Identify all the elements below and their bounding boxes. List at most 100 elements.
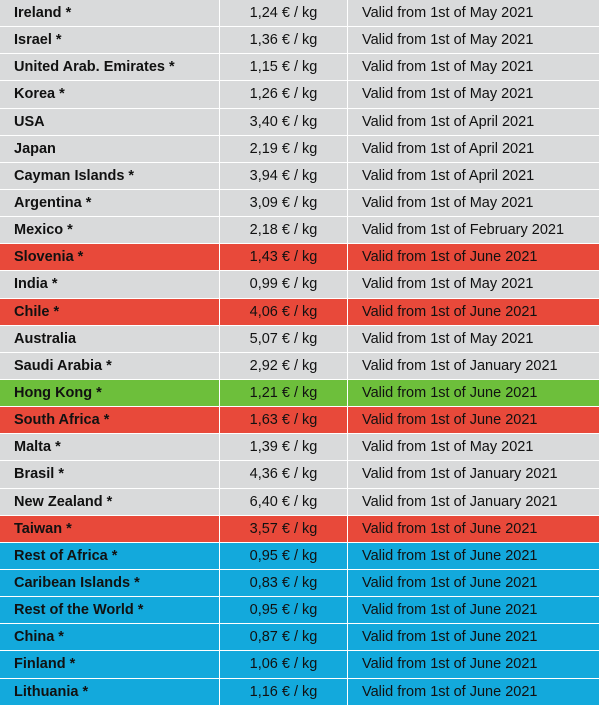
table-row-1: Ireland * 1,24 € / kg Valid from 1st of …	[0, 0, 599, 28]
valid-from-cell: Valid from 1st of May 2021	[362, 439, 534, 456]
country-cell: Brasil *	[0, 461, 220, 488]
valid-from-cell: Valid from 1st of June 2021	[362, 303, 538, 320]
country-cell: New Zealand *	[0, 488, 220, 515]
valid-from-cell: Valid from 1st of May 2021	[362, 32, 534, 49]
table-row-11: India * 0,99 € / kg Valid from 1st of Ma…	[0, 271, 599, 299]
price-cell: 1,63 € / kg	[220, 407, 348, 434]
country-cell: Israel *	[0, 27, 220, 54]
price-cell: 6,40 € / kg	[220, 488, 348, 515]
price-cell: 1,21 € / kg	[220, 379, 348, 407]
price-cell: 1,43 € / kg	[220, 244, 348, 271]
price-cell: 4,36 € / kg	[220, 461, 348, 488]
table-row-12: Chile * 4,06 € / kg Valid from 1st of Ju…	[0, 298, 599, 326]
valid-from-cell: Valid from 1st of April 2021	[362, 113, 535, 130]
price-cell: 3,94 € / kg	[220, 162, 348, 189]
table-row-20: Taiwan * 3,57 € / kg Valid from 1st of J…	[0, 515, 599, 543]
table-row-6: Japan 2,19 € / kg Valid from 1st of Apri…	[0, 135, 599, 163]
country-cell: Korea *	[0, 81, 220, 108]
price-cell: 0,95 € / kg	[220, 542, 348, 569]
country-cell: Hong Kong *	[0, 379, 220, 407]
country-cell: Ireland *	[0, 0, 220, 27]
country-cell: Rest of Africa *	[0, 542, 220, 569]
price-cell: 4,06 € / kg	[220, 298, 348, 325]
country-cell: India *	[0, 271, 220, 298]
table-row-21: Rest of Africa * 0,95 € / kg Valid from …	[0, 542, 599, 570]
valid-from-cell: Valid from 1st of May 2021	[362, 195, 534, 212]
table-row-22: Caribean Islands * 0,83 € / kg Valid fro…	[0, 569, 599, 598]
price-cell: 3,57 € / kg	[220, 515, 348, 542]
table-row-2: Israel * 1,36 € / kg Valid from 1st of M…	[0, 27, 599, 55]
table-row-23: Rest of the World * 0,95 € / kg Valid fr…	[0, 597, 599, 625]
price-cell: 2,92 € / kg	[220, 352, 348, 379]
country-cell: Argentina *	[0, 189, 220, 217]
valid-from-cell: Valid from 1st of June 2021	[362, 575, 538, 592]
country-cell: United Arab. Emirates *	[0, 54, 220, 81]
price-cell: 0,99 € / kg	[220, 271, 348, 298]
valid-from-cell: Valid from 1st of May 2021	[362, 59, 534, 76]
table-row-4: Korea * 1,26 € / kg Valid from 1st of Ma…	[0, 81, 599, 109]
price-cell: 1,24 € / kg	[220, 0, 348, 27]
valid-from-cell: Valid from 1st of January 2021	[362, 357, 558, 374]
price-cell: 1,39 € / kg	[220, 434, 348, 461]
price-cell: 2,18 € / kg	[220, 217, 348, 244]
table-row-8: Argentina * 3,09 € / kg Valid from 1st o…	[0, 189, 599, 218]
valid-from-cell: Valid from 1st of May 2021	[362, 86, 534, 103]
table-row-24: China * 0,87 € / kg Valid from 1st of Ju…	[0, 624, 599, 652]
valid-from-cell: Valid from 1st of June 2021	[362, 602, 538, 619]
price-cell: 1,06 € / kg	[220, 651, 348, 678]
country-cell: Cayman Islands *	[0, 162, 220, 189]
country-cell: South Africa *	[0, 407, 220, 434]
country-cell: Malta *	[0, 434, 220, 461]
price-cell: 1,15 € / kg	[220, 54, 348, 81]
valid-from-cell: Valid from 1st of June 2021	[362, 385, 538, 402]
table-row-26: Lithuania * 1,16 € / kg Valid from 1st o…	[0, 678, 599, 706]
price-cell: 5,07 € / kg	[220, 325, 348, 352]
country-cell: Australia	[0, 325, 220, 352]
table-row-7: Cayman Islands * 3,94 € / kg Valid from …	[0, 162, 599, 190]
table-row-10: Slovenia * 1,43 € / kg Valid from 1st of…	[0, 244, 599, 272]
valid-from-cell: Valid from 1st of January 2021	[362, 493, 558, 510]
country-cell: Lithuania *	[0, 678, 220, 705]
table-row-3: United Arab. Emirates * 1,15 € / kg Vali…	[0, 54, 599, 82]
price-cell: 1,16 € / kg	[220, 678, 348, 705]
table-row-19: New Zealand * 6,40 € / kg Valid from 1st…	[0, 488, 599, 516]
price-cell: 1,26 € / kg	[220, 81, 348, 108]
price-cell: 3,40 € / kg	[220, 108, 348, 135]
valid-from-cell: Valid from 1st of June 2021	[362, 412, 538, 429]
price-cell: 1,36 € / kg	[220, 27, 348, 54]
table-row-13: Australia 5,07 € / kg Valid from 1st of …	[0, 325, 599, 353]
table-row-15: Hong Kong * 1,21 € / kg Valid from 1st o…	[0, 379, 599, 408]
price-cell: 3,09 € / kg	[220, 189, 348, 217]
price-cell: 0,87 € / kg	[220, 624, 348, 651]
country-cell: Slovenia *	[0, 244, 220, 271]
table-row-9: Mexico * 2,18 € / kg Valid from 1st of F…	[0, 217, 599, 245]
valid-from-cell: Valid from 1st of May 2021	[362, 330, 534, 347]
country-cell: Chile *	[0, 298, 220, 325]
valid-from-cell: Valid from 1st of January 2021	[362, 466, 558, 483]
country-cell: Taiwan *	[0, 515, 220, 542]
country-cell: China *	[0, 624, 220, 651]
table-row-5: USA 3,40 € / kg Valid from 1st of April …	[0, 108, 599, 136]
price-cell: 0,95 € / kg	[220, 597, 348, 624]
valid-from-cell: Valid from 1st of May 2021	[362, 5, 534, 22]
table-row-17: Malta * 1,39 € / kg Valid from 1st of Ma…	[0, 434, 599, 462]
valid-from-cell: Valid from 1st of June 2021	[362, 520, 538, 537]
price-cell: 2,19 € / kg	[220, 135, 348, 162]
valid-from-cell: Valid from 1st of April 2021	[362, 140, 535, 157]
country-cell: USA	[0, 108, 220, 135]
price-cell: 0,83 € / kg	[220, 569, 348, 597]
valid-from-cell: Valid from 1st of June 2021	[362, 683, 538, 700]
valid-from-cell: Valid from 1st of June 2021	[362, 656, 538, 673]
country-cell: Caribean Islands *	[0, 569, 220, 597]
valid-from-cell: Valid from 1st of June 2021	[362, 629, 538, 646]
country-cell: Japan	[0, 135, 220, 162]
country-cell: Rest of the World *	[0, 597, 220, 624]
table-row-25: Finland * 1,06 € / kg Valid from 1st of …	[0, 651, 599, 679]
table-row-18: Brasil * 4,36 € / kg Valid from 1st of J…	[0, 461, 599, 489]
valid-from-cell: Valid from 1st of June 2021	[362, 547, 538, 564]
country-cell: Mexico *	[0, 217, 220, 244]
country-cell: Finland *	[0, 651, 220, 678]
country-cell: Saudi Arabia *	[0, 352, 220, 379]
